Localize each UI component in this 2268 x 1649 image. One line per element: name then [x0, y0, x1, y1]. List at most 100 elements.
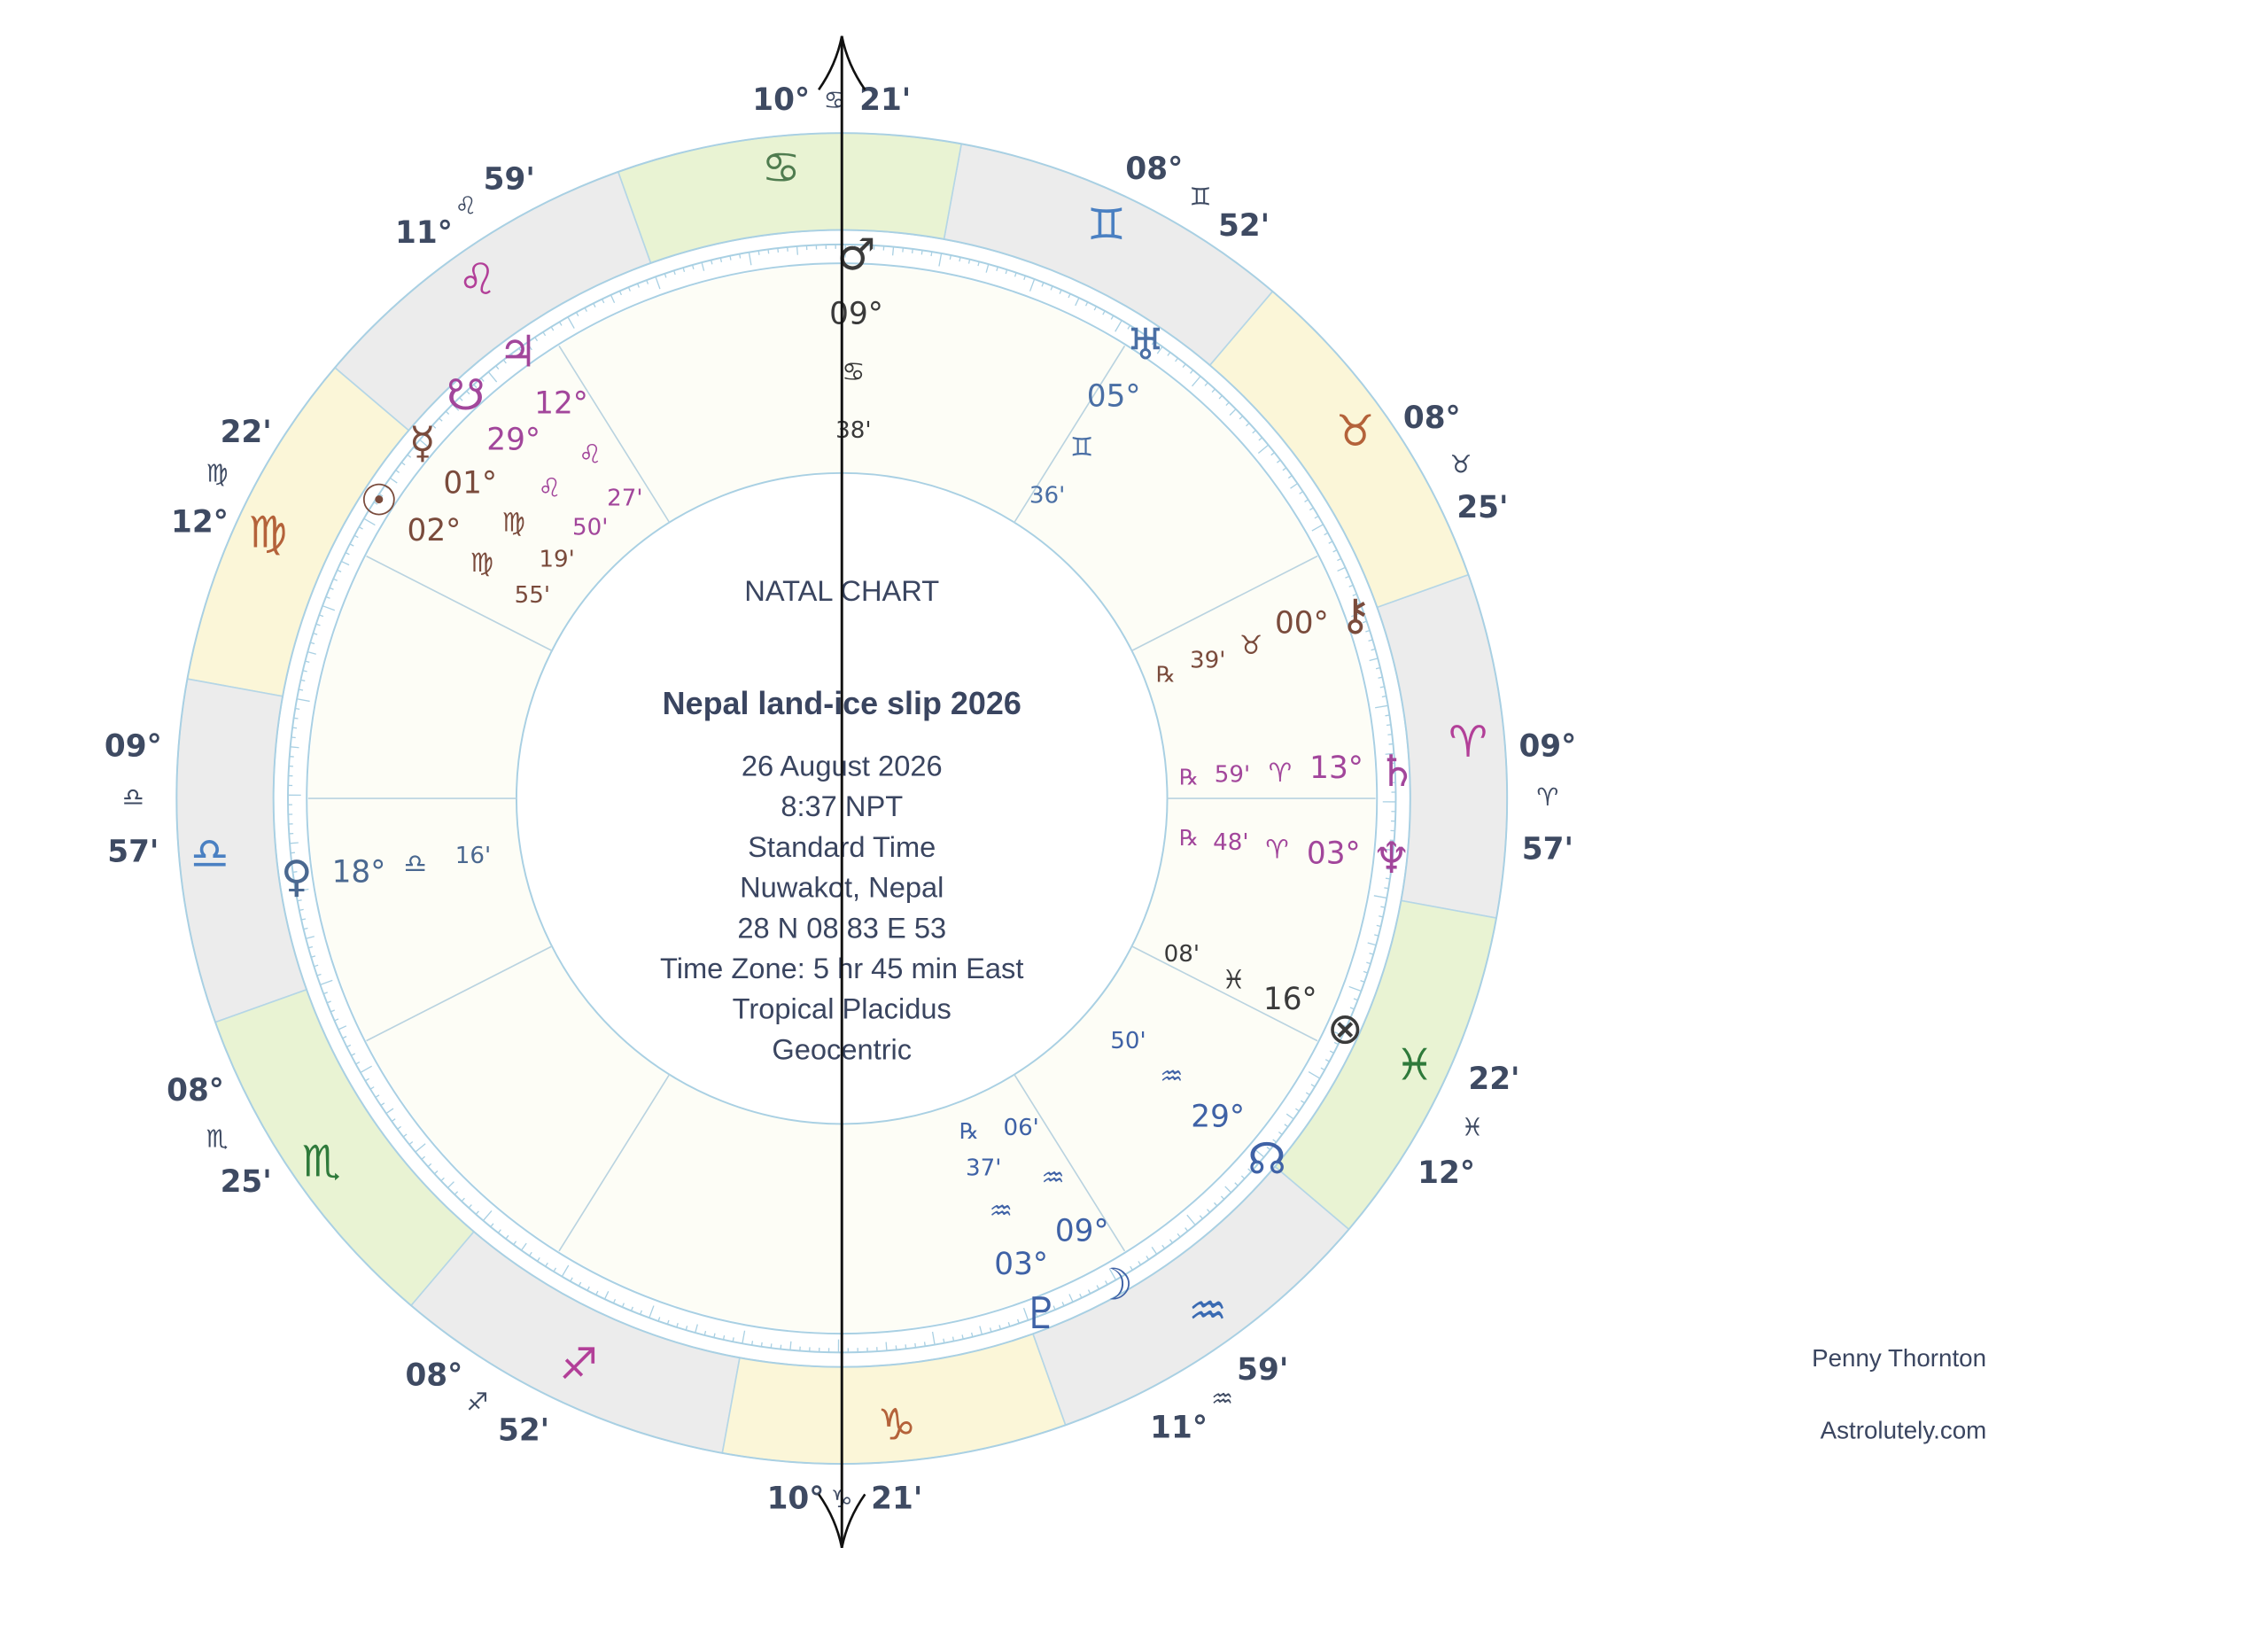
planets-degree: 18°: [332, 855, 386, 891]
house-cusp-line: [1131, 945, 1318, 1042]
cusps-minutes: 57': [1522, 831, 1573, 867]
degree-tick: [1192, 376, 1201, 387]
degree-tick: [722, 1334, 726, 1341]
cusps-minutes: 57': [107, 835, 159, 870]
degree-tick: [1059, 289, 1062, 294]
degree-tick: [1329, 1050, 1334, 1054]
planets-sign: ♓: [1222, 964, 1245, 994]
cusps-minutes: 59': [1237, 1352, 1288, 1388]
degree-tick: [1022, 1307, 1029, 1321]
degree-tick: [1287, 475, 1293, 479]
degree-tick: [397, 1125, 401, 1130]
degree-tick: [757, 250, 760, 255]
degree-tick: [931, 1331, 936, 1345]
degree-tick: [673, 270, 676, 276]
degree-tick: [602, 299, 605, 304]
cusps-sign: ♐: [466, 1387, 488, 1416]
degree-tick: [603, 1291, 610, 1300]
degree-tick: [1311, 524, 1324, 532]
degree-tick: [459, 397, 463, 401]
degree-tick: [513, 1241, 517, 1246]
degree-tick: [1299, 491, 1304, 494]
degree-tick: [480, 377, 485, 382]
degree-tick: [1068, 293, 1071, 299]
degree-tick: [306, 936, 315, 939]
cusps-minutes: 21': [859, 82, 911, 118]
degree-tick: [1050, 285, 1053, 291]
planets-sign: ♈: [1269, 758, 1292, 788]
planets-minutes: 37': [966, 1155, 1001, 1182]
degree-tick: [1224, 1186, 1232, 1194]
degree-tick: [473, 384, 478, 389]
degree-tick: [1186, 1214, 1196, 1225]
degree-tick: [1247, 1168, 1252, 1172]
degree-tick: [1108, 1268, 1117, 1280]
degree-tick: [545, 1262, 548, 1267]
degree-tick: [1156, 346, 1163, 354]
degree-tick: [395, 470, 400, 473]
degree-tick: [310, 642, 315, 645]
degree-tick: [1345, 575, 1350, 579]
degree-tick: [330, 1009, 336, 1013]
degree-tick: [1346, 1015, 1351, 1019]
degree-tick: [646, 279, 649, 284]
planets-degree: 03°: [1307, 836, 1361, 871]
degree-tick: [1276, 459, 1281, 463]
degree-tick: [447, 1181, 454, 1188]
house-cusp-line: [558, 1074, 671, 1252]
degree-tick: [431, 424, 437, 429]
degree-tick: [1190, 369, 1194, 374]
degree-tick: [739, 253, 742, 259]
planets-minutes: 39': [1190, 648, 1225, 674]
cusps-degree: 09°: [105, 728, 162, 764]
degree-tick: [593, 303, 596, 307]
degree-tick: [1332, 549, 1338, 553]
degree-tick: [1151, 1247, 1158, 1255]
meridian-axis: [818, 35, 866, 1548]
degree-tick: [353, 534, 359, 539]
cusps-sign: ♒: [1211, 1384, 1233, 1413]
planets-minutes: 59': [1215, 761, 1250, 788]
degree-tick: [1044, 1309, 1047, 1314]
degree-tick: [528, 1251, 532, 1256]
degree-tick: [1007, 1322, 1011, 1327]
degree-tick: [1352, 593, 1357, 596]
planets-glyph: ♂: [837, 229, 876, 280]
cusps-degree: 08°: [1403, 401, 1461, 436]
degree-tick: [369, 1086, 375, 1090]
degree-tick: [1385, 877, 1390, 880]
degree-tick: [1105, 1280, 1108, 1286]
degree-tick: [1373, 895, 1387, 899]
degree-tick: [1360, 980, 1365, 983]
degree-tick: [319, 614, 324, 618]
degree-tick: [578, 1281, 582, 1287]
degree-tick: [1234, 1182, 1239, 1186]
degree-tick: [378, 493, 384, 497]
degree-tick: [1258, 437, 1263, 441]
degree-tick: [1135, 330, 1139, 335]
degree-tick: [649, 1305, 655, 1318]
house-cusp-line: [1014, 345, 1126, 524]
cusps-minutes: 52': [498, 1413, 549, 1449]
degree-tick: [1295, 1108, 1300, 1112]
degree-tick: [729, 255, 732, 261]
degree-tick: [1376, 924, 1381, 928]
band-signs: ♐: [559, 1339, 598, 1389]
degree-tick: [1379, 686, 1385, 688]
degree-tick: [497, 1229, 501, 1233]
cusps-degree: 09°: [1518, 728, 1576, 764]
planets-minutes: 48': [1213, 829, 1248, 856]
degree-tick: [1384, 848, 1394, 852]
degree-tick: [534, 337, 539, 342]
degree-tick: [961, 1334, 964, 1340]
degree-tick: [636, 283, 640, 288]
degree-tick: [1272, 1139, 1277, 1143]
arrow-top: [818, 35, 866, 90]
degree-tick: [355, 1061, 361, 1065]
planets-glyph: ⚷: [1340, 590, 1371, 641]
band-signs: ♏: [302, 1137, 341, 1187]
degree-tick: [1257, 444, 1270, 455]
degree-tick: [1369, 657, 1379, 662]
degree-tick: [407, 454, 412, 458]
